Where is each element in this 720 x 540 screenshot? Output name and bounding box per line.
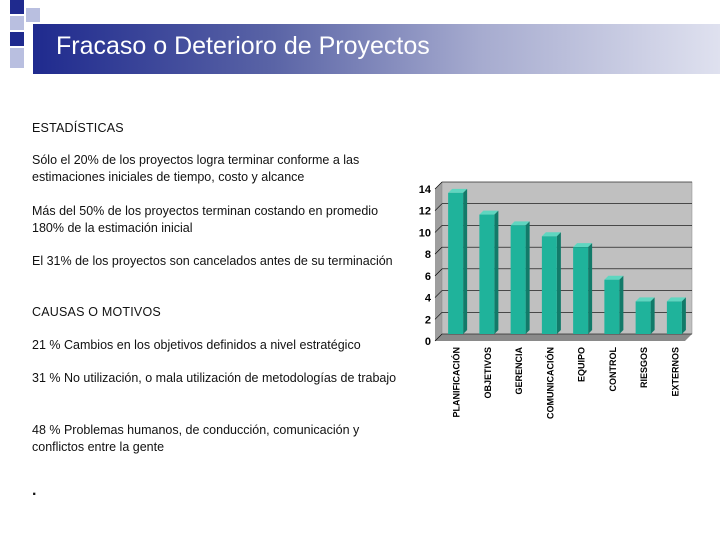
bar bbox=[541, 236, 557, 334]
bullet-dot: . bbox=[32, 482, 37, 499]
bar-side bbox=[494, 210, 499, 334]
gridline bbox=[434, 268, 443, 277]
gridline bbox=[434, 312, 443, 320]
gridline bbox=[434, 246, 443, 255]
title-decoration-square bbox=[10, 16, 24, 30]
y-tick-label: 8 bbox=[425, 249, 431, 261]
x-tick-label: PLANIFICACIÓN bbox=[451, 347, 462, 418]
bar-side bbox=[650, 297, 655, 334]
title-decoration-square bbox=[10, 32, 24, 46]
bar-side bbox=[463, 188, 468, 334]
x-tick-label: GERENCIA bbox=[514, 347, 524, 395]
bar-top bbox=[479, 210, 499, 215]
bar-chart: 0 2 4 6 8 10 12 14 PLANIFICACIÓN OBJETIVOS GERENCI… bbox=[419, 181, 693, 419]
causes-heading: CAUSAS O MOTIVOS bbox=[32, 305, 161, 319]
bar-side bbox=[681, 297, 686, 334]
x-tick-label: OBJETIVOS bbox=[483, 347, 493, 399]
title-decoration-square bbox=[26, 8, 40, 22]
bar bbox=[448, 192, 464, 334]
bar bbox=[510, 225, 526, 334]
y-tick-label: 2 bbox=[425, 314, 431, 326]
bar bbox=[479, 214, 495, 334]
y-tick-label: 0 bbox=[425, 336, 431, 348]
title-decoration-square bbox=[10, 48, 24, 68]
gridline bbox=[434, 181, 443, 190]
x-tick-label: COMUNICACIÓN bbox=[544, 347, 555, 419]
stat-item: Sólo el 20% de los proyectos logra termi… bbox=[32, 153, 360, 184]
y-tick-label: 12 bbox=[419, 206, 431, 218]
page-title: Fracaso o Deterioro de Proyectos bbox=[56, 32, 430, 60]
bar bbox=[604, 279, 620, 334]
y-tick-label: 10 bbox=[419, 227, 431, 239]
cause-item: 48 % Problemas humanos, de conducción, c… bbox=[32, 423, 360, 454]
bar-top bbox=[510, 221, 530, 226]
bar-side bbox=[556, 232, 561, 334]
chart-plot-area: 0 2 4 6 8 10 12 14 PLANIFICACIÓN OBJETIVOS GERENCI… bbox=[419, 181, 693, 419]
bar-top bbox=[666, 297, 686, 302]
y-tick-label: 6 bbox=[425, 271, 431, 283]
y-tick-label: 14 bbox=[419, 184, 432, 196]
bar-top bbox=[541, 232, 561, 237]
bar-top bbox=[635, 297, 655, 302]
bar-top bbox=[604, 275, 624, 280]
cause-item: 31 % No utilización, o mala utilización … bbox=[32, 371, 397, 385]
bar-top bbox=[448, 188, 468, 193]
y-tick-label: 4 bbox=[425, 293, 432, 305]
bar bbox=[573, 247, 589, 334]
bar-side bbox=[619, 275, 624, 334]
stat-item: El 31% de los proyectos son cancelados a… bbox=[32, 254, 393, 268]
stats-heading: ESTADÍSTICAS bbox=[32, 121, 124, 135]
stat-item: Más del 50% de los proyectos terminan co… bbox=[32, 204, 379, 235]
x-tick-label: EQUIPO bbox=[577, 347, 587, 382]
chart-floor bbox=[435, 334, 692, 341]
bar bbox=[635, 301, 651, 334]
x-tick-label: CONTROL bbox=[608, 347, 618, 392]
x-tick-label: EXTERNOS bbox=[670, 347, 680, 397]
gridline bbox=[434, 290, 443, 298]
title-bar bbox=[33, 24, 720, 74]
chart-side-wall bbox=[435, 182, 442, 341]
bar-side bbox=[525, 221, 530, 334]
gridline bbox=[434, 225, 443, 233]
bar bbox=[666, 301, 682, 334]
title-decoration-square bbox=[10, 0, 24, 14]
cause-item: 21 % Cambios en los objetivos definidos … bbox=[32, 338, 361, 352]
gridline bbox=[434, 333, 443, 342]
bar-side bbox=[588, 243, 593, 334]
bar-top bbox=[573, 243, 593, 248]
x-tick-label: RIESGOS bbox=[639, 347, 649, 388]
gridline bbox=[434, 203, 443, 211]
